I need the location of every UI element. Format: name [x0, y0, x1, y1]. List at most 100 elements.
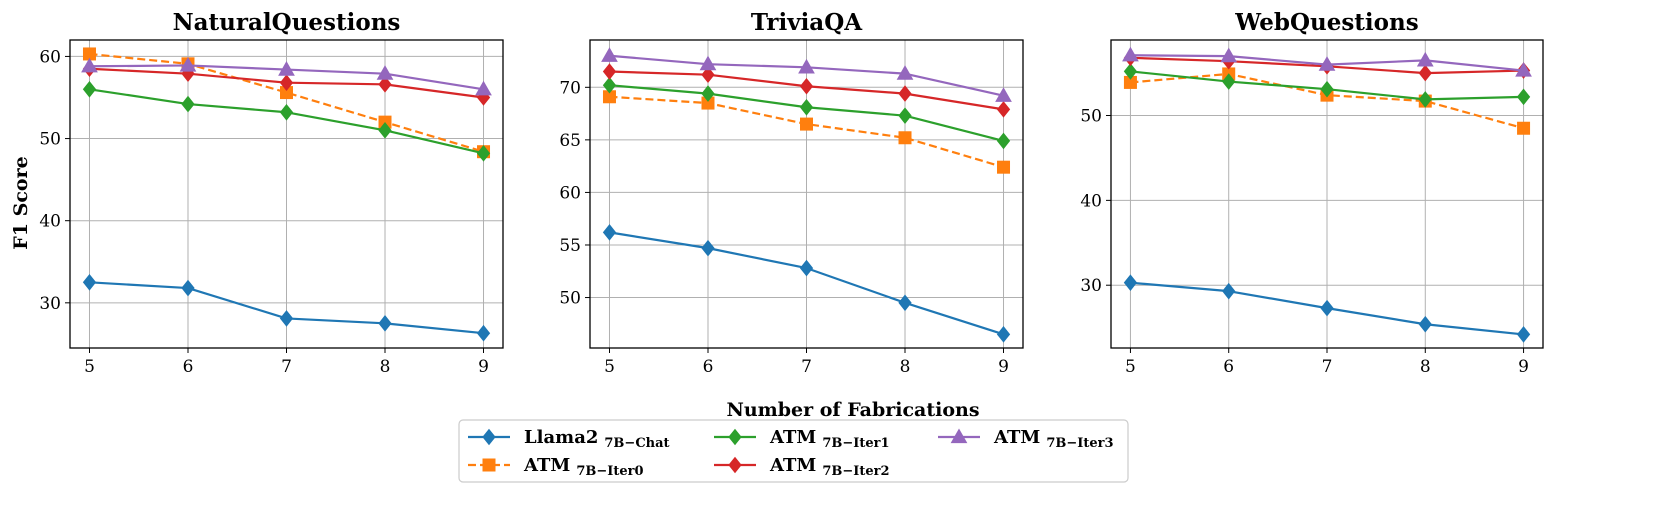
data-point: [898, 131, 912, 145]
data-point: [1418, 91, 1432, 108]
data-point: [1515, 62, 1532, 77]
data-point: [1516, 326, 1531, 343]
legend-marker: [482, 458, 496, 472]
panel-triviaqa: TriviaQA 5 6 7 8 9 50 55 60 65 70: [559, 9, 1024, 377]
data-point: [996, 101, 1011, 118]
data-point: [1122, 46, 1139, 62]
data-point: [701, 66, 715, 83]
y-tick-label: 60: [39, 47, 61, 67]
y-tick-label: 60: [559, 183, 581, 203]
data-point: [601, 47, 618, 62]
series-atm-7b-iter1: [1123, 63, 1531, 108]
y-tick-label: 65: [559, 131, 581, 151]
data-point: [799, 77, 814, 95]
panel-title: TriviaQA: [751, 9, 863, 36]
data-point: [1318, 56, 1336, 71]
data-point: [181, 279, 195, 297]
data-point: [475, 80, 492, 96]
y-axis-label: F1 Score: [10, 156, 32, 249]
data-point: [1123, 274, 1138, 291]
data-point: [798, 58, 815, 74]
y-tick-label: 40: [39, 212, 61, 232]
data-point: [1418, 64, 1432, 82]
data-point: [279, 74, 294, 92]
data-point: [896, 65, 914, 80]
data-point: [81, 57, 98, 73]
y-tick-label: 30: [1080, 276, 1102, 296]
data-point: [476, 324, 491, 342]
y-tick-label: 40: [1080, 191, 1102, 211]
data-point: [181, 95, 195, 113]
x-tick-label: 7: [1322, 357, 1333, 377]
y-tick-label: 50: [559, 289, 581, 309]
x-tick-label: 5: [84, 357, 95, 377]
x-tick-label: 9: [998, 357, 1009, 377]
data-point: [1416, 51, 1434, 67]
data-point: [82, 80, 97, 98]
data-point: [898, 107, 912, 124]
data-point: [800, 117, 813, 131]
data-point: [898, 294, 912, 312]
data-point: [476, 145, 491, 162]
series-atm-7b-iter1: [602, 76, 1011, 150]
data-point: [376, 65, 394, 80]
x-tick-label: 5: [604, 357, 615, 377]
data-point: [1123, 63, 1138, 80]
data-point: [1418, 315, 1432, 333]
series-llama2-7b-chat: [1123, 274, 1531, 343]
data-point: [82, 273, 97, 291]
legend-marker: [950, 428, 968, 444]
data-point: [997, 160, 1011, 174]
data-point: [701, 85, 715, 102]
panel-naturalquestions: NaturalQuestions 5 6 7 8 9 30 40 50 60: [39, 9, 504, 377]
x-tick-label: 6: [703, 357, 714, 377]
data-point: [378, 122, 392, 139]
series-llama2-7b-chat: [82, 273, 491, 342]
series-line: [89, 52, 484, 153]
x-tick-label: 9: [478, 357, 489, 377]
y-tick-label: 30: [39, 294, 61, 314]
x-tick-label: 8: [900, 357, 911, 377]
data-point: [701, 239, 715, 257]
data-point: [1320, 299, 1334, 317]
data-point: [799, 259, 814, 277]
data-point: [996, 326, 1011, 343]
x-tick-label: 7: [801, 357, 812, 377]
x-tick-label: 6: [183, 357, 194, 377]
data-point: [278, 61, 295, 76]
legend-marker: [728, 456, 742, 474]
data-point: [179, 56, 197, 72]
x-tick-label: 7: [281, 357, 292, 377]
data-point: [378, 76, 392, 93]
data-point: [279, 103, 294, 121]
data-point: [1222, 73, 1236, 90]
series-atm-7b-iter3: [1122, 46, 1532, 77]
y-tick-label: 55: [559, 236, 581, 256]
data-point: [995, 87, 1012, 102]
x-tick-label: 8: [1420, 357, 1431, 377]
data-point: [602, 63, 617, 80]
data-point: [1220, 47, 1238, 63]
x-tick-label: 5: [1125, 357, 1136, 377]
x-axis-label: Number of Fabrications: [726, 399, 979, 421]
panel-title: WebQuestions: [1234, 9, 1418, 36]
x-tick-label: 6: [1223, 357, 1234, 377]
data-point: [378, 315, 392, 332]
y-tick-label: 50: [39, 130, 61, 150]
legend-marker: [482, 428, 496, 446]
y-tick-label: 70: [559, 78, 581, 98]
y-tick-label: 50: [1080, 107, 1102, 127]
data-point: [898, 85, 912, 102]
data-point: [699, 55, 717, 71]
data-point: [799, 98, 814, 116]
panels: NaturalQuestions 5 6 7 8 9 30 40 50 60 TriviaQA 5 6 7…: [39, 9, 1544, 377]
data-point: [602, 224, 617, 241]
panel-webquestions: WebQuestions 5 6 7 8 9 30 40 50: [1080, 9, 1544, 377]
legend-marker: [728, 428, 742, 446]
series-atm-7b-iter3: [601, 47, 1012, 102]
data-point: [279, 310, 294, 327]
series-atm-7b-iter1: [82, 80, 491, 162]
data-point: [1320, 80, 1334, 98]
